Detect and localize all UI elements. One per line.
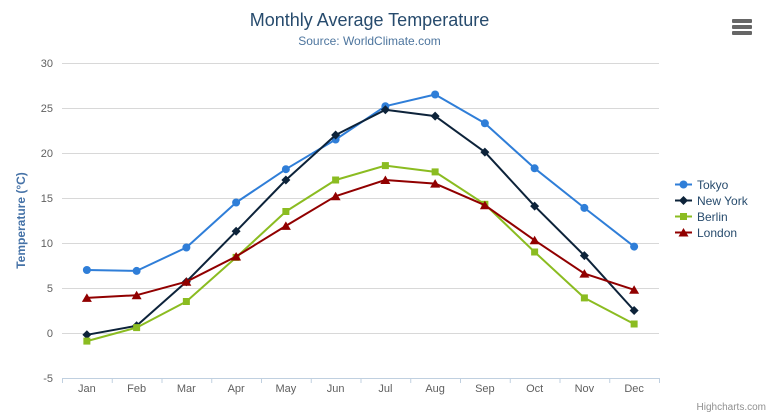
x-tick-label: Nov (575, 383, 595, 395)
legend-item-london[interactable]: London (675, 225, 748, 240)
y-tick-label: 0 (47, 328, 53, 340)
legend-marker-triangle-icon (675, 228, 692, 237)
chart-title: Monthly Average Temperature (249, 10, 490, 30)
y-tick-label: 30 (41, 58, 53, 70)
marker-square[interactable] (431, 168, 439, 176)
marker-triangle[interactable] (479, 200, 490, 210)
marker-square (680, 213, 687, 220)
x-tick-label: Jan (78, 383, 96, 395)
series-tokyo (82, 90, 639, 275)
x-tick-label: Aug (425, 383, 445, 395)
y-tick-label: 5 (47, 283, 53, 295)
series-new-york (82, 105, 639, 340)
legend-marker-circle-icon (675, 180, 692, 189)
marker-square[interactable] (133, 324, 141, 332)
legend-marker-square-icon (675, 213, 692, 220)
credits-link[interactable]: Highcharts.com (696, 402, 766, 413)
marker-triangle[interactable] (81, 293, 92, 302)
legend-label: Tokyo (697, 177, 729, 192)
marker-circle[interactable] (530, 164, 539, 173)
marker-diamond[interactable] (629, 306, 639, 315)
marker-circle[interactable] (82, 266, 91, 274)
marker-triangle[interactable] (430, 179, 441, 188)
marker-diamond[interactable] (281, 175, 291, 185)
marker-diamond[interactable] (430, 111, 440, 121)
x-tick-label: Feb (127, 383, 146, 395)
marker-diamond (679, 196, 688, 205)
x-tick-label: Mar (177, 383, 196, 395)
legend: Tokyo New York Berlin London (675, 177, 748, 241)
marker-circle[interactable] (480, 119, 489, 128)
legend-item-tokyo[interactable]: Tokyo (675, 177, 748, 192)
marker-circle[interactable] (232, 198, 241, 207)
marker-diamond[interactable] (231, 226, 241, 236)
marker-triangle (678, 228, 689, 237)
marker-diamond[interactable] (530, 201, 540, 211)
marker-square[interactable] (531, 248, 539, 256)
x-tick-label: Apr (228, 383, 245, 395)
series-line-london (85, 179, 636, 299)
y-tick-label: 25 (41, 103, 53, 115)
marker-square[interactable] (381, 162, 389, 170)
series-line-new-york (85, 108, 636, 336)
y-axis-title: Temperature (°C) (14, 172, 28, 269)
y-tick-label: 20 (41, 148, 53, 160)
legend-item-new-york[interactable]: New York (675, 193, 748, 208)
marker-diamond[interactable] (380, 105, 390, 115)
y-tick-label: -5 (43, 373, 53, 385)
marker-square[interactable] (83, 337, 91, 345)
hamburger-icon (732, 19, 754, 35)
marker-triangle[interactable] (131, 290, 142, 300)
marker-circle (679, 180, 688, 189)
marker-square[interactable] (630, 320, 638, 328)
chart-subtitle: Source: WorldClimate.com (298, 34, 441, 48)
marker-circle[interactable] (281, 165, 290, 174)
marker-circle[interactable] (182, 243, 191, 252)
marker-square[interactable] (580, 294, 588, 302)
marker-square[interactable] (182, 298, 190, 305)
marker-triangle[interactable] (280, 221, 291, 230)
marker-diamond[interactable] (579, 251, 589, 261)
legend-label: New York (697, 193, 748, 208)
marker-diamond[interactable] (331, 130, 341, 140)
y-tick-label: 10 (41, 238, 53, 250)
marker-square[interactable] (282, 208, 290, 215)
x-tick-label: Sep (475, 383, 495, 395)
marker-triangle[interactable] (231, 252, 242, 261)
marker-triangle[interactable] (380, 175, 391, 185)
x-tick-label: May (275, 383, 296, 395)
marker-triangle[interactable] (629, 285, 640, 294)
marker-square[interactable] (332, 176, 340, 184)
marker-triangle[interactable] (330, 191, 341, 201)
marker-diamond[interactable] (82, 330, 92, 340)
legend-label: London (697, 225, 738, 240)
y-tick-label: 15 (41, 193, 53, 205)
marker-triangle[interactable] (181, 277, 192, 286)
x-tick-label: Oct (526, 383, 543, 395)
marker-circle[interactable] (580, 203, 589, 212)
marker-circle[interactable] (431, 90, 440, 99)
legend-label: Berlin (697, 209, 728, 224)
legend-item-berlin[interactable]: Berlin (675, 209, 748, 224)
marker-circle[interactable] (132, 266, 141, 275)
series-line-tokyo (85, 93, 636, 272)
marker-circle[interactable] (630, 242, 639, 251)
x-tick-label: Jun (327, 383, 345, 395)
series-line-berlin (85, 164, 636, 343)
context-menu-button[interactable] (729, 14, 757, 40)
x-tick-label: Jul (378, 383, 392, 395)
series-london (81, 175, 640, 302)
legend-marker-diamond-icon (675, 196, 692, 205)
marker-diamond[interactable] (480, 147, 490, 157)
marker-triangle[interactable] (529, 235, 540, 245)
marker-triangle[interactable] (579, 269, 590, 278)
x-tick-label: Dec (624, 383, 644, 395)
